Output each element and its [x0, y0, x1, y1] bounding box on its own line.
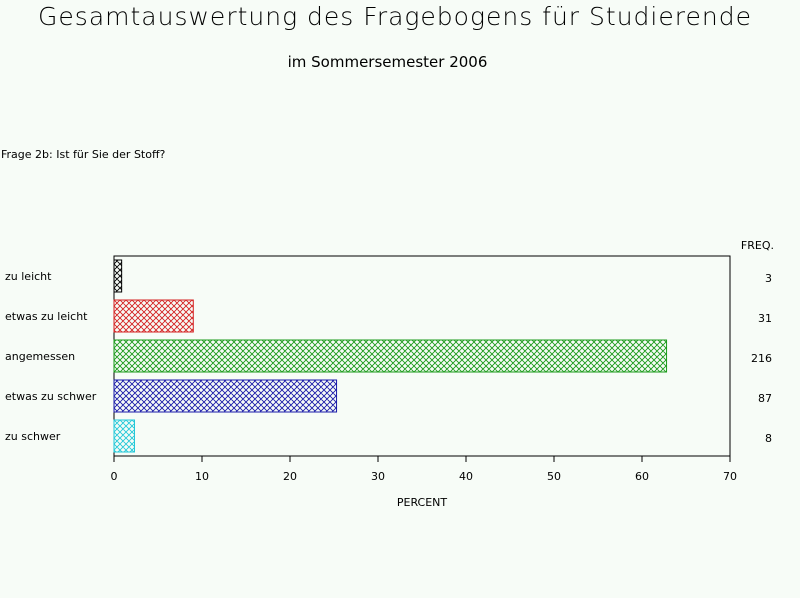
- x-tick-label: 70: [723, 470, 737, 483]
- x-tick-label: 30: [371, 470, 385, 483]
- page-subtitle: im Sommersemester 2006: [287, 53, 488, 71]
- x-tick-label: 50: [547, 470, 561, 483]
- freq-value: 87: [758, 392, 772, 405]
- x-axis-label: PERCENT: [397, 496, 448, 509]
- x-tick-label: 0: [111, 470, 118, 483]
- x-tick-label: 60: [635, 470, 649, 483]
- bar-4: [113, 419, 136, 453]
- freq-value: 8: [765, 432, 772, 445]
- bar-3: [113, 379, 338, 413]
- category-label: etwas zu schwer: [5, 390, 97, 403]
- bar-0: [113, 259, 123, 293]
- freq-value: 31: [758, 312, 772, 325]
- freq-value: 216: [751, 352, 772, 365]
- bar-1: [113, 299, 194, 333]
- category-label: zu schwer: [5, 430, 61, 443]
- category-label: zu leicht: [5, 270, 52, 283]
- question-text: Frage 2b: Ist für Sie der Stoff?: [1, 148, 166, 161]
- freq-value: 3: [765, 272, 772, 285]
- x-tick-label: 10: [195, 470, 209, 483]
- x-tick-label: 40: [459, 470, 473, 483]
- category-label: angemessen: [5, 350, 75, 363]
- page-title: Gesamtauswertung des Fragebogens für Stu…: [38, 2, 752, 31]
- category-label: etwas zu leicht: [5, 310, 88, 323]
- freq-column-header: FREQ.: [741, 239, 774, 252]
- x-tick-label: 20: [283, 470, 297, 483]
- bar-2: [113, 339, 668, 373]
